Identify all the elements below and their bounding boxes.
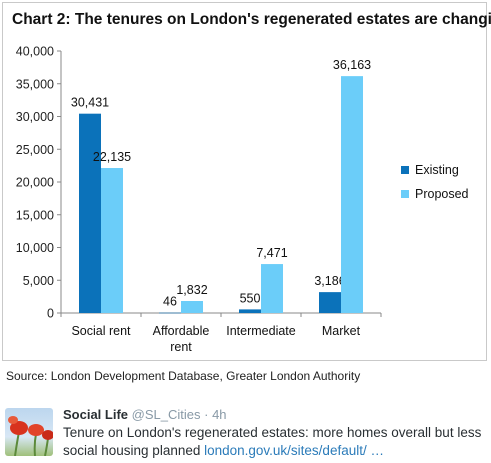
tweet-link[interactable]: london.gov.uk/sites/default/ … <box>204 443 384 458</box>
chart-title: Chart 2: The tenures on London's regener… <box>12 11 491 28</box>
bar-existing <box>159 312 181 314</box>
data-label: 7,471 <box>256 246 287 260</box>
tweet-author-handle[interactable]: @SL_Cities <box>131 407 201 422</box>
x-tick-label: Intermediate <box>226 324 296 338</box>
x-tick-label: Social rent <box>71 324 131 338</box>
y-tick-label: 35,000 <box>16 77 54 91</box>
data-label: 3,186 <box>314 274 345 288</box>
tweet-header: Social Life @SL_Cities · 4h <box>63 407 227 422</box>
data-label: 30,431 <box>71 96 109 110</box>
tweet-body: Tenure on London's regenerated estates: … <box>63 424 485 460</box>
legend-swatch-proposed <box>401 190 409 198</box>
x-tick-label: Affordable <box>153 324 210 338</box>
tweet-timestamp[interactable]: 4h <box>212 407 227 422</box>
bar-proposed <box>101 168 123 313</box>
tweet-text: Tenure on London's regenerated estates: … <box>63 425 482 458</box>
bar-existing <box>319 292 341 313</box>
red-flowers-avatar-icon[interactable] <box>5 408 53 456</box>
legend-label-proposed: Proposed <box>415 187 469 201</box>
legend-label-existing: Existing <box>415 163 459 177</box>
y-tick-label: 15,000 <box>16 208 54 222</box>
y-tick-label: 20,000 <box>16 176 54 190</box>
tweet-separator: · <box>200 407 213 422</box>
bar-proposed <box>261 264 283 313</box>
data-label: 36,163 <box>333 58 371 72</box>
bar-existing <box>239 309 261 313</box>
bar-existing <box>79 113 101 314</box>
x-tick-label: rent <box>170 340 192 354</box>
y-tick-label: 40,000 <box>16 45 54 59</box>
data-label: 22,135 <box>93 150 131 164</box>
data-label: 1,832 <box>176 283 207 297</box>
x-tick-label: Market <box>322 324 361 338</box>
data-label: 550 <box>240 291 261 305</box>
y-tick-label: 0 <box>47 307 54 321</box>
y-tick-label: 25,000 <box>16 143 54 157</box>
source-note: Source: London Development Database, Gre… <box>6 369 361 383</box>
y-tick-label: 5,000 <box>23 274 54 288</box>
y-tick-label: 10,000 <box>16 241 54 255</box>
data-label: 46 <box>163 295 177 309</box>
bar-chart: 0 5,000 10,000 15,000 20,000 25,000 30,000 35,0… <box>16 45 469 355</box>
tweet[interactable]: Social Life @SL_Cities · 4h Tenure on Lo… <box>0 396 491 463</box>
bar-proposed <box>181 301 203 313</box>
bar-proposed <box>341 76 363 313</box>
tweet-author-name[interactable]: Social Life <box>63 407 129 422</box>
chart-card: Chart 2: The tenures on London's regener… <box>2 2 491 361</box>
y-tick-label: 30,000 <box>16 110 54 124</box>
legend-swatch-existing <box>401 166 409 174</box>
